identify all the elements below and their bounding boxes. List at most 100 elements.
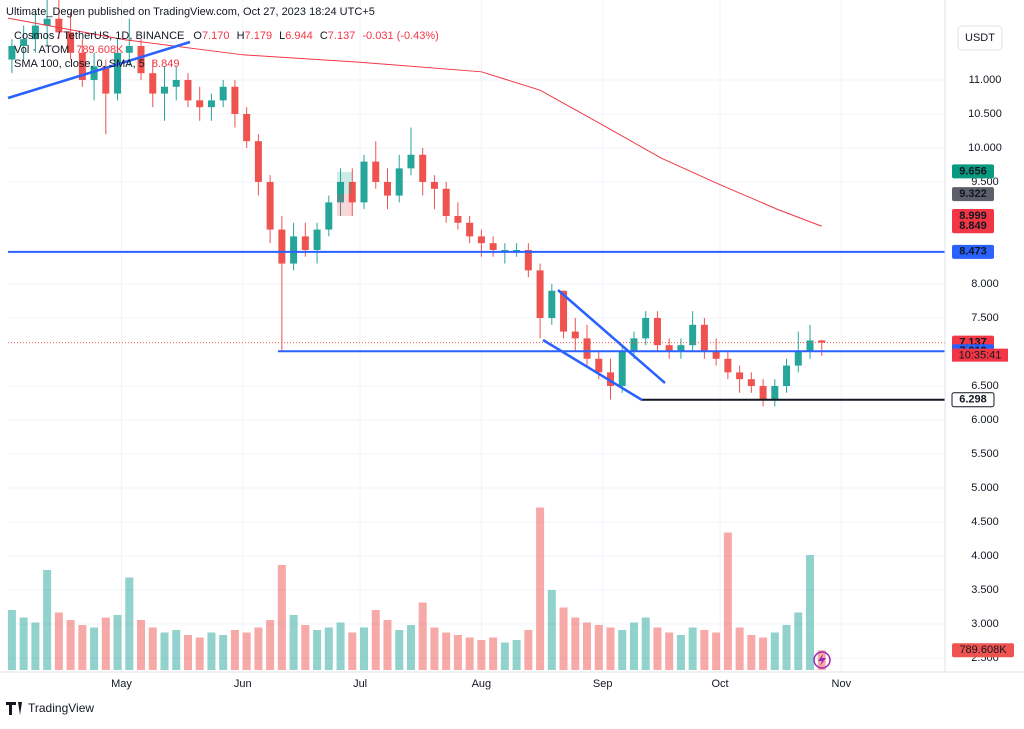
candle-body xyxy=(137,45,145,74)
volume-bar xyxy=(148,627,157,670)
x-tick-label: Oct xyxy=(711,678,728,690)
candle-body xyxy=(196,100,204,108)
candle-body xyxy=(20,39,28,46)
price-label: 8.849 xyxy=(959,220,987,232)
y-tick-label: 5.000 xyxy=(971,482,999,494)
candle-body xyxy=(665,345,673,352)
volume-bar xyxy=(653,627,662,670)
volume-bar xyxy=(442,632,451,670)
x-tick-label: Jun xyxy=(234,678,252,690)
candle-body xyxy=(548,290,556,318)
candle-body xyxy=(231,86,239,114)
candle-body xyxy=(630,338,638,352)
y-tick-label: 8.000 xyxy=(971,278,999,290)
candle-body xyxy=(571,331,579,339)
candle-body xyxy=(606,372,614,386)
candle-body xyxy=(442,188,450,216)
candle-body xyxy=(595,358,603,373)
volume-bar xyxy=(160,632,169,670)
volume-bar xyxy=(406,625,415,670)
volume-key: Vol · ATOM xyxy=(14,44,69,56)
volume-bar xyxy=(7,610,16,670)
candle-body xyxy=(348,181,356,203)
countdown: 10:35:41 xyxy=(959,350,1002,362)
candle-body xyxy=(466,222,474,237)
range-box xyxy=(337,194,352,216)
channel-line xyxy=(557,289,666,384)
volume-bar xyxy=(266,620,275,670)
candle-body xyxy=(818,340,826,343)
volume-bar xyxy=(289,615,298,670)
volume-bar xyxy=(219,635,228,670)
logo xyxy=(6,702,22,715)
candle-body xyxy=(747,379,755,386)
candle-body xyxy=(184,79,192,101)
volume-bar xyxy=(770,632,779,670)
volume-bar xyxy=(747,635,756,670)
alert-bolt xyxy=(818,654,826,666)
volume-bar xyxy=(395,630,404,670)
candle-body xyxy=(736,372,744,380)
volume-bar xyxy=(629,622,638,670)
volume-bar xyxy=(137,620,146,670)
volume-bar xyxy=(536,507,545,670)
volume-bar xyxy=(125,577,134,670)
volume-legend: Vol · ATOM 789.608K xyxy=(14,44,124,56)
volume-bar xyxy=(254,627,263,670)
candle-body xyxy=(90,66,98,80)
volume-bar xyxy=(676,635,685,670)
currency-button[interactable] xyxy=(957,25,1003,51)
candle-body xyxy=(254,141,262,182)
volume-bar xyxy=(794,612,803,670)
candle-body xyxy=(783,365,791,386)
volume-bar xyxy=(277,565,286,670)
volume-bar xyxy=(782,625,791,670)
volume-bar xyxy=(348,632,357,670)
candle-body xyxy=(337,181,345,203)
candle-body xyxy=(513,249,521,251)
volume-bar xyxy=(477,640,486,670)
candle-body xyxy=(419,154,427,182)
price-label: 6.298 xyxy=(959,394,987,406)
volume-bar xyxy=(500,642,509,670)
volume-bar xyxy=(324,627,333,670)
y-tick-label: 9.500 xyxy=(971,176,999,188)
y-tick-label: 10.500 xyxy=(968,108,1002,120)
candle-body xyxy=(313,229,321,250)
price-axis: 11.000 10.500 10.000 9.500 8.000 7.500 6.500 6.… xyxy=(111,74,1014,690)
x-tick-label: Sep xyxy=(593,678,613,690)
y-tick-label: 3.000 xyxy=(971,618,999,630)
price-pane xyxy=(7,0,945,407)
sma-legend: SMA 100, close, 0, SMA, 5 8.849 xyxy=(14,58,179,70)
c-key: C xyxy=(320,30,328,42)
candle-body xyxy=(454,215,462,223)
candle-body xyxy=(724,358,732,373)
volume-pane xyxy=(7,507,826,670)
candle-body xyxy=(290,236,298,264)
volume-bar xyxy=(524,630,533,670)
volume-bar xyxy=(712,632,721,670)
volume-bar xyxy=(31,622,40,670)
candle-body xyxy=(8,45,16,60)
symbol: Cosmos / TetherUS, 1D, BINANCE xyxy=(14,30,184,42)
candle-body xyxy=(243,113,251,142)
alert-icon[interactable] xyxy=(813,651,831,669)
candle-body xyxy=(794,351,802,366)
candle-body xyxy=(806,340,814,352)
candle-body xyxy=(102,66,110,94)
volume-bar xyxy=(489,637,498,670)
volume-bar xyxy=(183,635,192,670)
candle-body xyxy=(266,181,274,230)
candle-body xyxy=(78,52,86,80)
candle-body xyxy=(278,229,286,264)
volume-bar xyxy=(641,617,650,670)
currency[interactable]: USDT xyxy=(965,32,995,44)
y-tick-label: 4.000 xyxy=(971,550,999,562)
volume-bar xyxy=(313,630,322,670)
candle-body xyxy=(149,73,157,94)
volume-bar xyxy=(723,532,732,670)
x-tick-label: May xyxy=(111,678,132,690)
volume-bar xyxy=(559,607,568,670)
volume-bar xyxy=(453,635,462,670)
